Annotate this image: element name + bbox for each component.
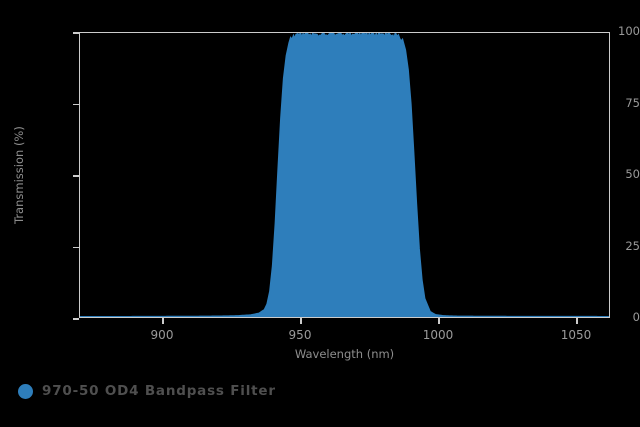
legend-item-label: 970-50 OD4 Bandpass Filter [42, 383, 276, 399]
y-tick-label-50: 50 [625, 167, 640, 181]
y-tick-mark-100 [73, 32, 79, 34]
chart-legend[interactable]: 970-50 OD4 Bandpass Filter [18, 383, 276, 399]
y-tick-mark-0 [73, 318, 79, 320]
x-tick-label-1050: 1050 [560, 328, 592, 342]
transmission-curve [80, 33, 609, 317]
y-tick-mark-75 [73, 103, 79, 105]
y-tick-mark-25 [73, 246, 79, 248]
y-tick-label-0: 0 [632, 310, 640, 324]
series-area-fill [80, 33, 609, 317]
x-tick-mark-900 [162, 318, 164, 324]
y-tick-label-25: 25 [625, 238, 640, 253]
y-tick-label-100: 100 [618, 24, 640, 38]
y-axis-label: Transmission (%) [12, 126, 26, 224]
x-tick-label-1000: 1000 [422, 328, 454, 342]
legend-marker-icon [18, 383, 33, 399]
y-tick-mark-50 [73, 175, 79, 177]
plot-inner [80, 33, 609, 317]
plot-area [79, 32, 610, 318]
x-tick-mark-1050 [576, 318, 578, 324]
y-tick-label-75: 75 [625, 95, 640, 110]
x-tick-mark-1000 [438, 318, 440, 324]
x-axis-label: Wavelength (nm) [294, 347, 395, 361]
x-tick-label-900: 900 [150, 328, 174, 342]
x-tick-label-950: 950 [288, 328, 312, 342]
series-line [80, 33, 609, 317]
x-tick-mark-950 [300, 318, 302, 324]
